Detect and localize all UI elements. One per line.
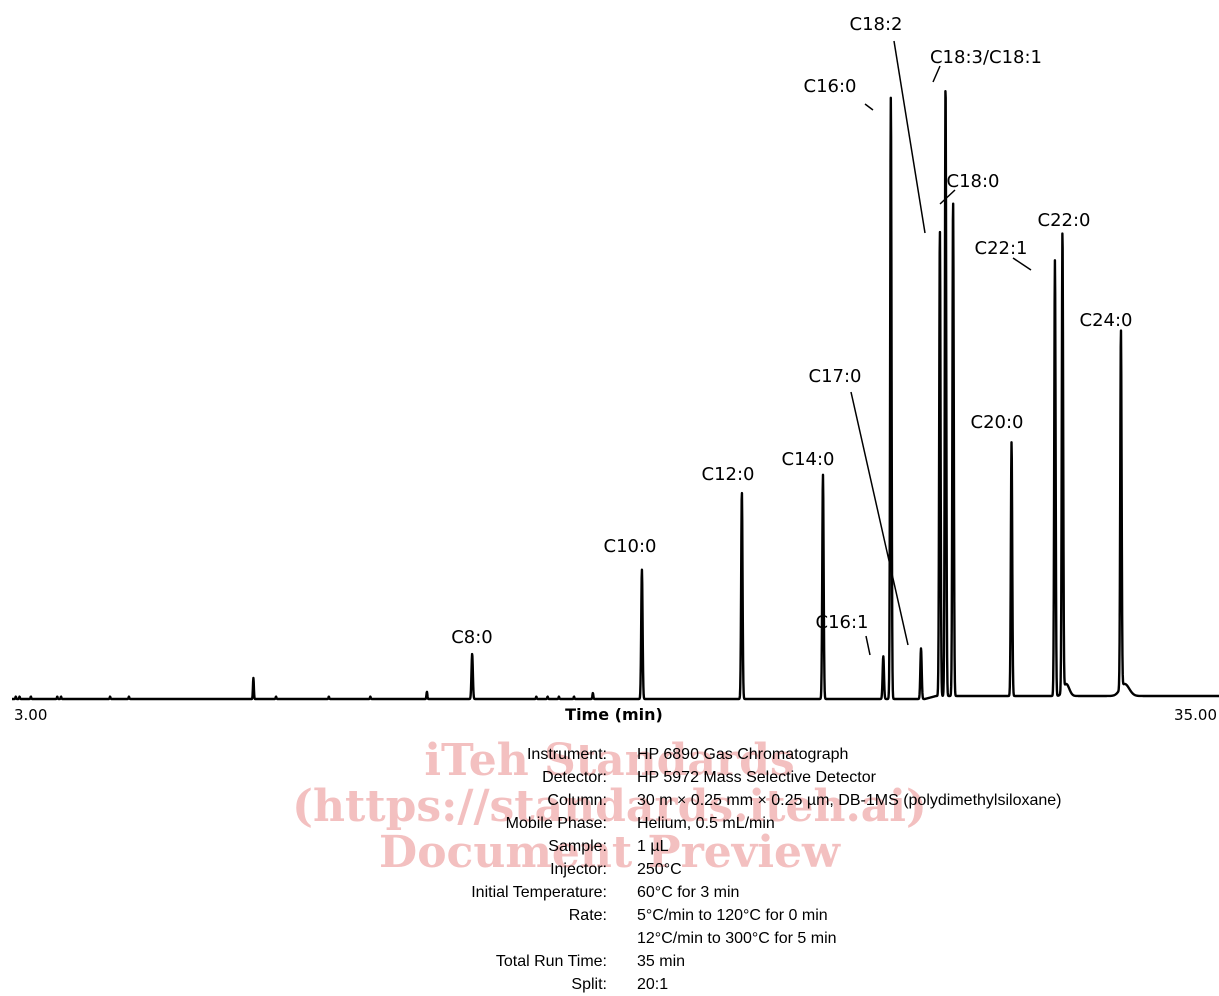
condition-label: Total Run Time:: [495, 953, 607, 970]
condition-value: 20:1: [637, 976, 669, 993]
condition-value: 5°C/min to 120°C for 0 min: [637, 907, 828, 924]
condition-label: Initial Temperature:: [471, 884, 607, 901]
peak-label-c14-0: C14:0: [782, 449, 835, 470]
peak-label-c24-0: C24:0: [1080, 310, 1133, 331]
x-tick-start: 3.00: [14, 706, 47, 724]
condition-value: HP 5972 Mass Selective Detector: [637, 769, 876, 786]
condition-row: Split: 20:1: [0, 973, 1219, 996]
leader-line-c16-0: [864, 103, 874, 111]
condition-value: 60°C for 3 min: [637, 884, 740, 901]
trace-layer: [11, 90, 1219, 701]
peak-label-c16-1: C16:1: [816, 612, 869, 633]
condition-value: Helium, 0.5 mL/min: [637, 815, 775, 832]
peak-label-c18-3-c18-1: C18:3/C18:1: [930, 47, 1042, 68]
peak-label-c22-0: C22:0: [1038, 210, 1091, 231]
chromatogram: C8:0 C10:0 C12:0 C14:0 C16:1 C16:0 C17:0 C18:2 C…: [11, 14, 1219, 724]
condition-row: Total Run Time: 35 min: [0, 950, 1219, 973]
leader-line-c22-1: [1012, 257, 1032, 271]
peak-label-c8-0: C8:0: [451, 627, 493, 648]
method-conditions: Instrument: HP 6890 Gas Chromatograph Det…: [0, 743, 1219, 996]
peak-label-c20-0: C20:0: [971, 412, 1024, 433]
condition-row: 12°C/min to 300°C for 5 min: [0, 927, 1219, 950]
peak-label-c22-1: C22:1: [975, 238, 1028, 259]
leader-line-c16-1: [865, 635, 871, 656]
peak-label-c16-0: C16:0: [804, 76, 857, 97]
leader-line-c18-3-c18-1: [932, 65, 941, 83]
condition-value: 1 µL: [637, 838, 669, 855]
condition-row: Sample: 1 µL: [0, 835, 1219, 858]
leader-layer: [850, 40, 1032, 656]
condition-label: Injector:: [550, 861, 607, 878]
condition-label: Rate:: [568, 907, 607, 924]
condition-label: Mobile Phase:: [505, 815, 607, 832]
condition-label: Column:: [547, 792, 607, 809]
condition-row: Injector: 250°C: [0, 858, 1219, 881]
x-tick-end: 35.00: [1174, 706, 1217, 724]
condition-value: 250°C: [637, 861, 682, 878]
condition-label: Split:: [571, 976, 607, 993]
peak-label-c18-2: C18:2: [850, 14, 903, 35]
chromatogram-trace: [11, 90, 1219, 701]
condition-label: Sample:: [548, 838, 607, 855]
condition-row: Mobile Phase: Helium, 0.5 mL/min: [0, 812, 1219, 835]
condition-label: Instrument:: [526, 746, 607, 763]
condition-value: 30 m × 0.25 mm × 0.25 µm, DB-1MS (polydi…: [637, 792, 1062, 809]
peak-label-c17-0: C17:0: [809, 366, 862, 387]
condition-row: Column: 30 m × 0.25 mm × 0.25 µm, DB-1MS …: [0, 789, 1219, 812]
condition-value: 35 min: [637, 953, 686, 970]
condition-row: Initial Temperature: 60°C for 3 min: [0, 881, 1219, 904]
leader-line-c18-2: [893, 40, 926, 234]
leader-line-c18-0: [939, 189, 956, 205]
peak-label-c18-0: C18:0: [947, 171, 1000, 192]
condition-label: Detector:: [542, 769, 607, 786]
peak-label-c12-0: C12:0: [702, 464, 755, 485]
condition-row: Instrument: HP 6890 Gas Chromatograph: [0, 743, 1219, 766]
condition-value: HP 6890 Gas Chromatograph: [637, 746, 849, 763]
condition-row: Rate: 5°C/min to 120°C for 0 min: [0, 904, 1219, 927]
leader-line-c17-0: [850, 391, 909, 646]
x-axis-title: Time (min): [565, 705, 663, 724]
label-layer: C8:0 C10:0 C12:0 C14:0 C16:1 C16:0 C17:0 C18:2 C…: [451, 14, 1132, 648]
peak-label-c10-0: C10:0: [604, 536, 657, 557]
condition-value: 12°C/min to 300°C for 5 min: [637, 930, 837, 947]
condition-row: Detector: HP 5972 Mass Selective Detector: [0, 766, 1219, 789]
